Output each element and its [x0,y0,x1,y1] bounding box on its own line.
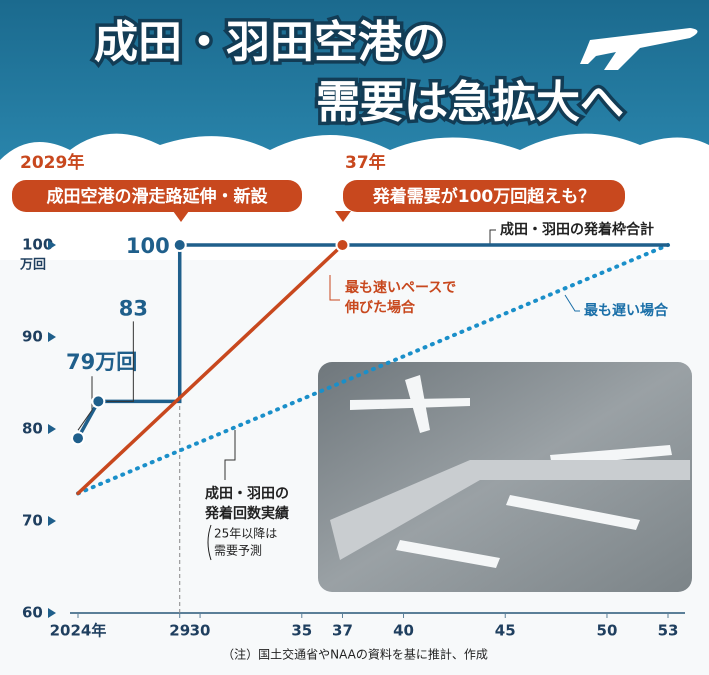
x-tick-label: 30 [190,622,211,640]
leader-line [224,430,236,480]
data-point [91,394,106,409]
data-label: 79万回 [66,350,137,374]
leader-line [329,275,340,301]
x-tick-label: 40 [393,622,414,640]
data-label: 83 [119,296,148,320]
annotation: 25年以降は [214,527,277,541]
x-tick-label: 29 [169,622,190,640]
data-label: 100 [126,234,170,258]
y-tick-label: 80 [22,420,43,438]
annotation: 成田・羽田の [205,485,289,502]
note: （注）国土交通省やNAAの資料を基に推計、作成 [222,647,488,662]
terminal [330,460,690,560]
x-tick-label: 35 [291,622,312,640]
y-tick-label: 90 [22,328,43,346]
callout-box [12,180,302,212]
airplane-icon [580,28,698,70]
tick-mark [48,424,56,434]
annotation: 成田空港の滑走路延伸・新設 [47,186,269,207]
annotation: 2029年 [20,152,84,173]
leader-line [564,294,580,312]
annotation: 伸びた場合 [344,299,416,316]
series-line [76,243,670,496]
callout-pointer [335,211,351,222]
callout-pointer [173,211,189,222]
annotation: 最も速いペースで [345,279,456,296]
annotation: 需要予測 [214,544,262,558]
y-tick-label: 100 [22,236,53,254]
data-point [172,238,187,252]
bracket [207,524,212,561]
x-tick-label: 37 [332,622,353,640]
x-tick-label: 2024年 [50,622,107,640]
leader-line [77,376,93,431]
x-tick-label: 45 [495,622,516,640]
tick-mark [48,240,56,250]
data-point [335,238,350,252]
callout-box [343,180,625,212]
x-tick-label: 53 [658,622,679,640]
tick-mark [48,332,56,342]
annotation: 発着需要が100万回超えも？ [372,186,596,207]
annotation: 最も遅い場合 [584,302,669,319]
leader-line [489,229,496,244]
y-axis-unit: 万回 [19,258,46,273]
data-point [71,431,85,446]
chart-title: 需要は急拡大へ [316,77,624,128]
y-tick-label: 60 [22,604,43,622]
y-tick-label: 70 [22,512,43,530]
x-tick-label: 50 [597,622,618,640]
annotation: 発着回数実績 [204,505,289,522]
tick-mark [48,608,56,618]
chart-title: 成田・羽田空港の [94,17,446,68]
annotation: 成田・羽田の発着枠合計 [500,221,654,238]
series-line [76,243,345,496]
tick-mark [48,516,56,526]
annotation: 37年 [345,152,386,173]
leader-line [106,321,134,402]
